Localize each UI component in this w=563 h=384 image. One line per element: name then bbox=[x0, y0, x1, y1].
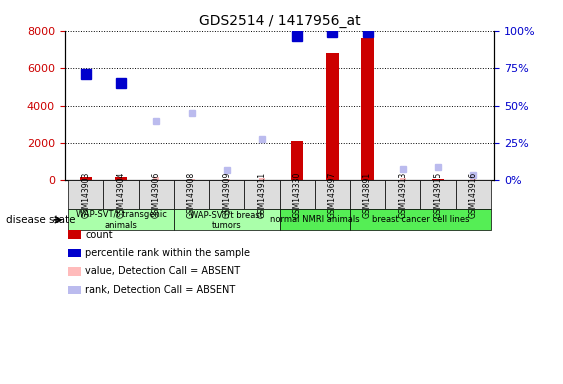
Bar bbox=[115, 177, 127, 180]
Text: GSM143915: GSM143915 bbox=[434, 172, 443, 218]
Text: normal NMRI animals: normal NMRI animals bbox=[270, 215, 360, 224]
Bar bbox=[153, 177, 159, 180]
Bar bbox=[80, 177, 92, 180]
Bar bbox=[361, 38, 374, 180]
Bar bbox=[224, 179, 230, 180]
Text: GSM143903: GSM143903 bbox=[82, 172, 91, 218]
Text: GSM143891: GSM143891 bbox=[363, 172, 372, 218]
Text: percentile rank within the sample: percentile rank within the sample bbox=[85, 248, 250, 258]
Bar bbox=[291, 141, 303, 180]
Bar bbox=[259, 178, 265, 180]
Text: GSM143913: GSM143913 bbox=[398, 172, 407, 218]
Bar bbox=[400, 179, 406, 180]
Bar bbox=[432, 179, 444, 180]
Text: GSM143697: GSM143697 bbox=[328, 172, 337, 218]
Text: GSM143909: GSM143909 bbox=[222, 172, 231, 218]
Text: GSM143904: GSM143904 bbox=[117, 172, 126, 218]
Title: GDS2514 / 1417956_at: GDS2514 / 1417956_at bbox=[199, 14, 360, 28]
Bar bbox=[189, 179, 195, 180]
Text: GSM143908: GSM143908 bbox=[187, 172, 196, 218]
Text: disease state: disease state bbox=[6, 215, 75, 225]
Bar bbox=[470, 179, 476, 180]
Bar bbox=[435, 179, 441, 180]
Text: count: count bbox=[85, 230, 113, 240]
Text: WAP-SVT/t breast
tumors: WAP-SVT/t breast tumors bbox=[190, 210, 263, 230]
Bar bbox=[118, 177, 124, 180]
Text: value, Detection Call = ABSENT: value, Detection Call = ABSENT bbox=[85, 266, 240, 276]
Text: GSM143916: GSM143916 bbox=[468, 172, 477, 218]
Bar bbox=[326, 53, 338, 180]
Text: rank, Detection Call = ABSENT: rank, Detection Call = ABSENT bbox=[85, 285, 235, 295]
Text: GSM143330: GSM143330 bbox=[293, 172, 302, 218]
Text: WAP-SVT/t transgenic
animals: WAP-SVT/t transgenic animals bbox=[75, 210, 167, 230]
Text: GSM143911: GSM143911 bbox=[257, 172, 266, 218]
Text: breast cancer cell lines: breast cancer cell lines bbox=[372, 215, 469, 224]
Bar bbox=[83, 177, 89, 180]
Text: GSM143906: GSM143906 bbox=[152, 172, 161, 218]
